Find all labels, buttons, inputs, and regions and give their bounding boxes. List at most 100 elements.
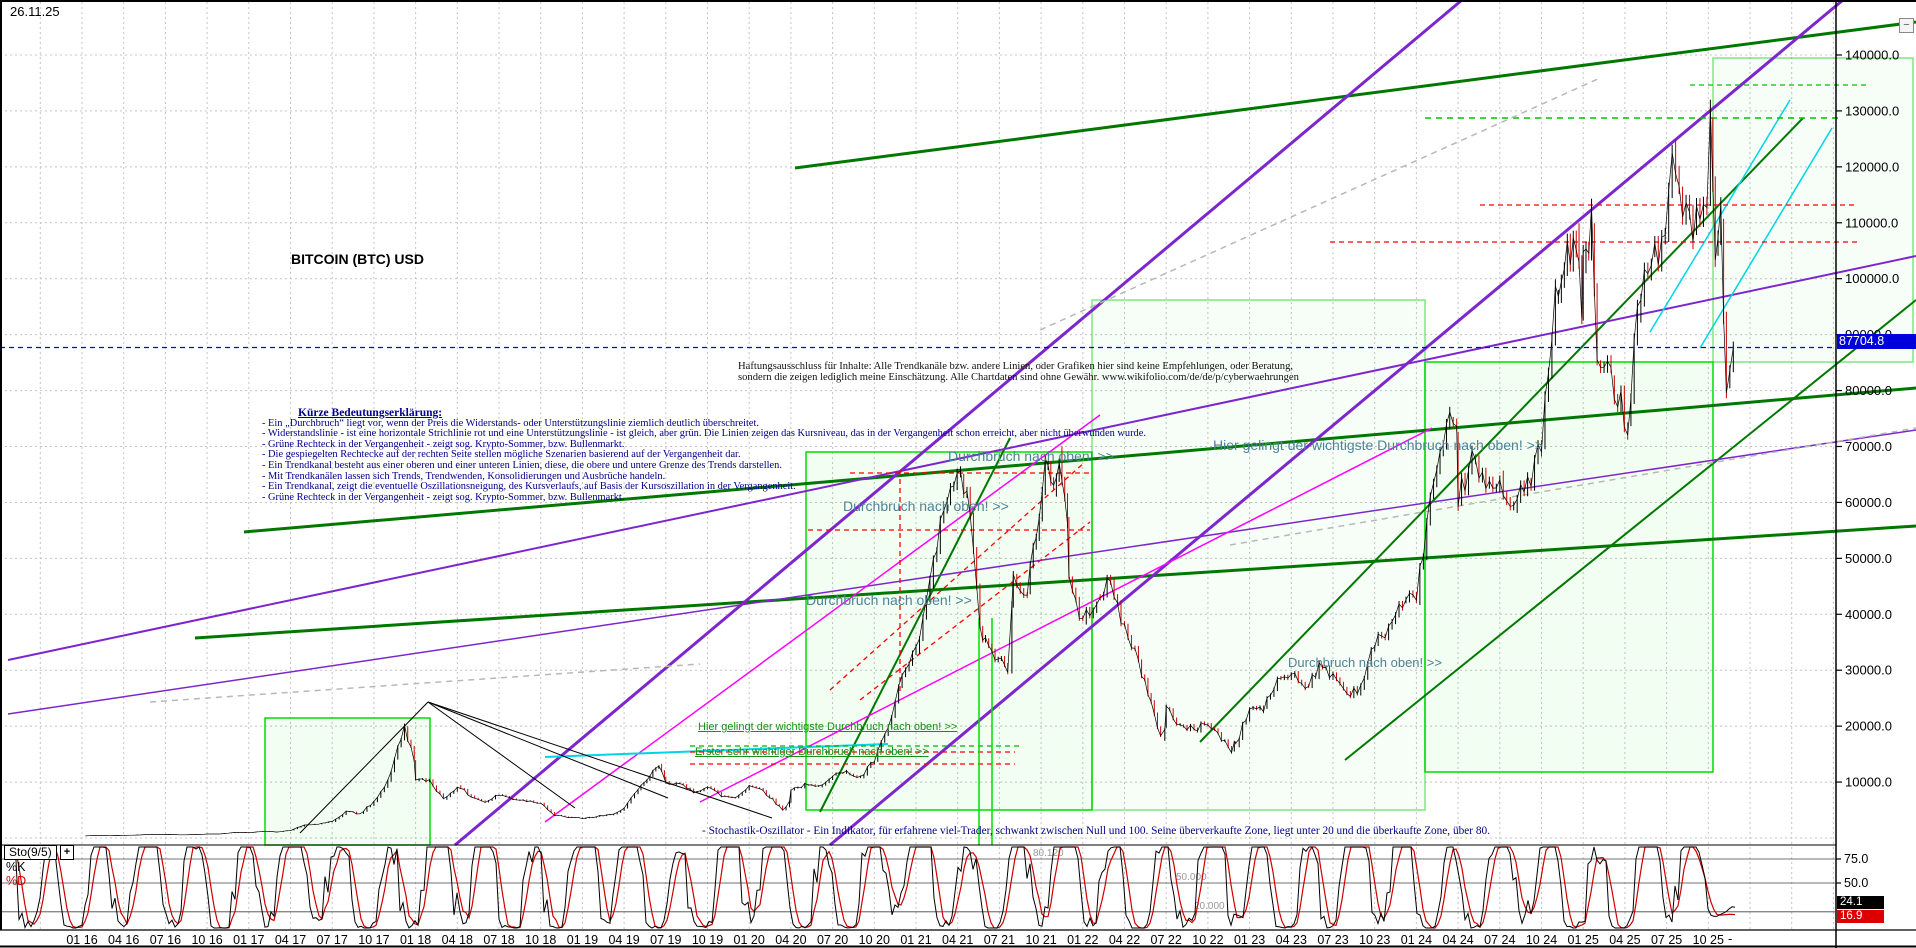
disclaimer-line2: sondern die zeigen lediglich meine Einsc… — [738, 372, 1299, 383]
overlay-trendline — [1344, 299, 1916, 761]
y-axis-label: 100000.0 — [1845, 271, 1899, 286]
x-axis-label: 01 16 — [66, 933, 97, 947]
x-axis-label: 07 19 — [650, 933, 681, 947]
overlay-trendline — [1699, 127, 1833, 349]
legend-line-8: - Grüne Rechteck in der Vergangenheit - … — [262, 491, 625, 503]
chart-annotation-3: Durchbruch nach oben! >> — [806, 592, 972, 608]
chart-annotation-6: Hier gelingt der wichtigste Durchbruch n… — [698, 721, 958, 733]
x-axis-label: 01 24 — [1401, 933, 1432, 947]
oscillator-level-value-text: 50.000 — [1176, 872, 1207, 883]
overlay-trendline — [829, 461, 1086, 691]
y-axis-label: 10000.0 — [1845, 775, 1892, 790]
indicator-expand-button[interactable]: + — [60, 845, 74, 860]
x-axis-label: 01 20 — [734, 933, 765, 947]
oscillator-explanation: - Stochastik-Oszillator - Ein Indikator,… — [702, 825, 1490, 837]
overlay-trendline — [427, 701, 576, 809]
legend-line-2: - Widerstandslinie - ist eine horizontal… — [262, 428, 1146, 440]
overlay-trendline — [819, 437, 1011, 813]
price-line — [85, 108, 1734, 837]
x-axis-label: 01 19 — [567, 933, 598, 947]
x-axis-label: 10 20 — [859, 933, 890, 947]
y-axis-label: 50000.0 — [1845, 551, 1892, 566]
x-axis-label: 07 16 — [150, 933, 181, 947]
overlay-trendline — [544, 743, 889, 758]
overlay-trendline — [1229, 427, 1916, 546]
x-axis-label: 01 23 — [1234, 933, 1265, 947]
legend-line-3: - Grüne Rechteck in der Vergangenheit - … — [262, 438, 625, 450]
x-axis-zoom-out-button[interactable]: - — [1728, 931, 1733, 946]
stochastic-d-label: %D — [6, 874, 27, 888]
oscillator-level-label: 50.0 — [1844, 876, 1868, 890]
date-label: 26.11.25 — [10, 4, 60, 19]
x-axis-label: 04 25 — [1609, 933, 1640, 947]
krypto-sommer-rectangle — [1424, 361, 1714, 773]
chart-annotation-5: Durchbruch nach oben! >> — [1288, 655, 1442, 670]
x-axis-label: 07 22 — [1151, 933, 1182, 947]
x-axis-label: 10 21 — [1025, 933, 1056, 947]
legend-line-6: - Mit Trendkanälen lassen sich Trends, T… — [262, 470, 666, 482]
chart-title: BITCOIN (BTC) USD — [291, 251, 424, 267]
x-axis-label: 10 22 — [1192, 933, 1223, 947]
legend-header: Kürze Bedeutungserklärung: — [298, 407, 443, 419]
current-price-box: 87704.8 — [1837, 334, 1916, 349]
x-axis-label: 04 20 — [775, 933, 806, 947]
overlay-trendline — [194, 524, 1916, 640]
overlay-trendline — [427, 701, 669, 799]
x-axis-label: 04 18 — [442, 933, 473, 947]
x-axis-label: 01 18 — [400, 933, 431, 947]
disclaimer: Haftungsausschluss für Inhalte: Alle Tre… — [738, 361, 1299, 383]
legend-line-5: - Ein Trendkanal besteht aus einer obere… — [262, 459, 782, 471]
y-axis-label: 110000.0 — [1845, 215, 1898, 230]
x-axis-label: 01 25 — [1568, 933, 1599, 947]
legend-line-7: - Ein Trendkanal, zeigt die eventuelle O… — [262, 481, 796, 493]
y-axis-label: 140000.0 — [1845, 47, 1899, 62]
overlay-trendline — [859, 521, 1091, 701]
y-axis-label: 40000.0 — [1845, 607, 1892, 622]
overlay-trendline — [427, 701, 773, 819]
x-axis-label: 01 21 — [900, 933, 931, 947]
collapse-axis-button[interactable]: − — [1899, 18, 1914, 33]
oscillator-level-value-text: 20.000 — [1194, 901, 1225, 912]
x-axis-label: 10 18 — [525, 933, 556, 947]
x-axis-label: 04 22 — [1109, 933, 1140, 947]
chart-annotation-1: Durchbruch nach oben! >> — [948, 448, 1114, 464]
x-axis-label: 04 16 — [108, 933, 139, 947]
x-axis-label: 04 21 — [942, 933, 973, 947]
stochastic-k-line — [9, 846, 1736, 929]
x-axis-label: 10 17 — [358, 933, 389, 947]
x-axis-label: 07 21 — [984, 933, 1015, 947]
legend-line-1: - Ein „Durchbruch“ liegt vor, wenn der P… — [262, 417, 759, 429]
overlay-trendline — [1199, 117, 1804, 743]
x-axis-label: 10 25 — [1693, 933, 1724, 947]
x-axis-label: 04 19 — [608, 933, 639, 947]
x-axis-label: 04 24 — [1442, 933, 1473, 947]
x-axis-label: 10 23 — [1359, 933, 1390, 947]
disclaimer-line1: Haftungsausschluss für Inhalte: Alle Tre… — [738, 361, 1294, 372]
y-axis-label: 20000.0 — [1845, 719, 1892, 734]
y-axis-label: 60000.0 — [1845, 495, 1892, 510]
x-axis-label: 07 24 — [1484, 933, 1515, 947]
overlay-trendline — [243, 386, 1916, 534]
y-axis-label: 30000.0 — [1845, 663, 1892, 678]
x-axis-label: 10 24 — [1526, 933, 1557, 947]
x-axis-label: 04 23 — [1276, 933, 1307, 947]
overlay-trendline — [7, 429, 1916, 715]
scenario-rectangle — [1091, 299, 1426, 811]
x-axis-label: 07 23 — [1317, 933, 1348, 947]
chart-annotation-4: Hier gelingt der wichtigste Durchbruch n… — [1213, 437, 1543, 453]
overlay-trendline — [699, 427, 1433, 803]
y-axis-label: 80000.0 — [1845, 383, 1892, 398]
chart-annotation-7: Erster sehr wichtiger Durchbruch nach ob… — [695, 746, 929, 758]
stochastic-d-value: 16.9 — [1837, 910, 1884, 923]
overlay-trendline — [299, 701, 429, 834]
stochastic-k-value: 24.1 — [1837, 896, 1884, 909]
overlay-trendline — [794, 20, 1916, 170]
stochastic-indicator-label[interactable]: Sto(9/5) — [4, 845, 57, 860]
y-axis-label: 130000.0 — [1845, 103, 1899, 118]
overlay-trendline — [149, 663, 701, 703]
legend-explanation-block: Kürze Bedeutungserklärung: - Ein „Durchb… — [262, 407, 1146, 503]
stochastic-k-label: %K — [6, 860, 26, 874]
x-axis-label: 07 25 — [1651, 933, 1682, 947]
